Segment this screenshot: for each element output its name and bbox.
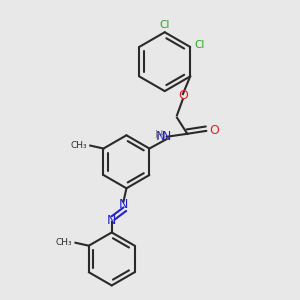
Text: Cl: Cl <box>195 40 205 50</box>
Text: N: N <box>162 130 171 143</box>
Text: CH₃: CH₃ <box>56 238 73 247</box>
Text: CH₃: CH₃ <box>71 141 87 150</box>
Text: N: N <box>119 198 128 211</box>
Text: Cl: Cl <box>160 20 170 30</box>
Text: O: O <box>178 89 188 102</box>
Text: O: O <box>209 124 219 137</box>
Text: H: H <box>155 130 164 140</box>
Text: H: H <box>158 131 165 141</box>
Text: N: N <box>107 214 116 227</box>
Text: N: N <box>156 130 165 143</box>
